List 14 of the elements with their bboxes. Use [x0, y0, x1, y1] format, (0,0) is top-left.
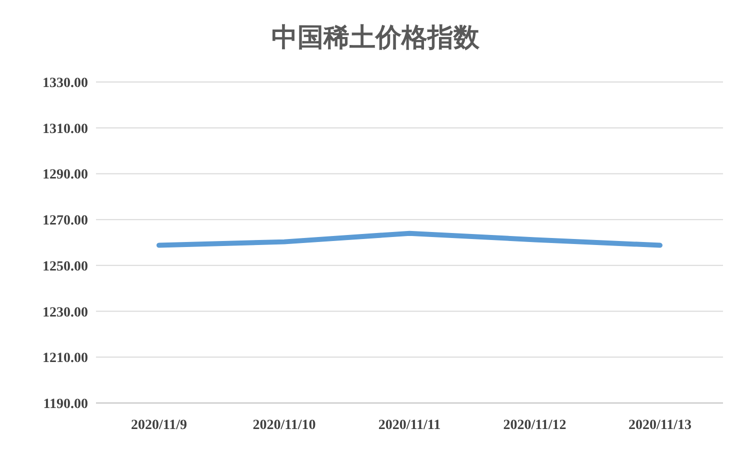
y-tick-label: 1290.00 [42, 168, 88, 183]
chart-title: 中国稀土价格指数 [270, 22, 480, 55]
x-tick-label: 2020/11/11 [378, 418, 441, 433]
x-tick-label: 2020/11/13 [628, 418, 692, 433]
x-tick-label: 2020/11/12 [503, 418, 566, 433]
y-tick-label: 1210.00 [42, 351, 88, 366]
y-tick-label: 1310.00 [42, 122, 88, 137]
y-tick-label: 1190.00 [43, 396, 88, 412]
x-tick-label: 2020/11/9 [130, 418, 188, 433]
y-tick-label: 1270.00 [42, 214, 88, 229]
y-tick-label: 1250.00 [42, 259, 88, 274]
y-tick-label: 1230.00 [42, 305, 88, 320]
x-tick-label: 2020/11/10 [252, 418, 316, 433]
y-tick-label: 1330.00 [42, 76, 88, 91]
